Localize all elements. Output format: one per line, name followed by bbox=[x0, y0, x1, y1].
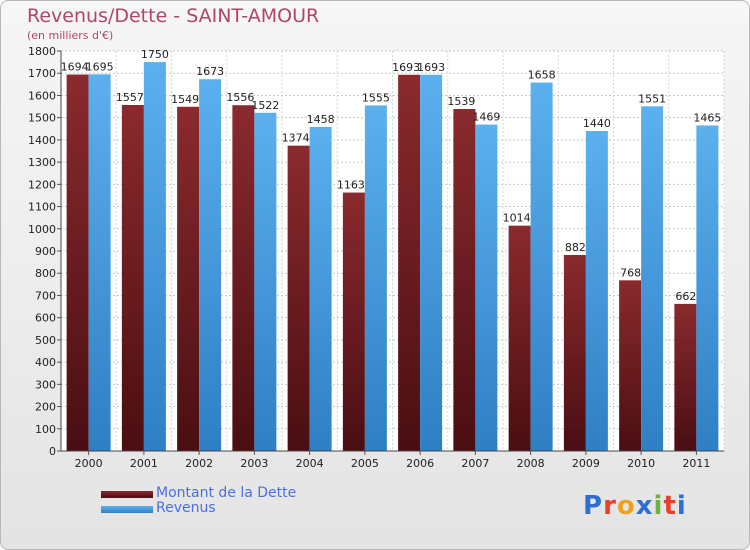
bars bbox=[66, 62, 719, 452]
data-label-dette-2010: 768 bbox=[620, 266, 641, 279]
bar-dette-2002 bbox=[177, 106, 200, 452]
logo-letter: r bbox=[603, 491, 617, 521]
y-tick-label: 600 bbox=[35, 312, 56, 325]
data-label-revenus-2005: 1555 bbox=[362, 91, 390, 104]
y-tick-label: 500 bbox=[35, 334, 56, 347]
y-tick-label: 1700 bbox=[28, 67, 56, 80]
x-tick-label: 2000 bbox=[75, 457, 103, 470]
grid bbox=[60, 50, 725, 452]
data-label-dette-2009: 882 bbox=[565, 241, 586, 254]
x-tick-label: 2004 bbox=[296, 457, 324, 470]
x-tick-label: 2005 bbox=[351, 457, 379, 470]
data-label-dette-2000: 1694 bbox=[61, 61, 89, 74]
bar-revenus-2011 bbox=[696, 125, 719, 451]
bar-dette-2007 bbox=[453, 109, 476, 451]
data-label-dette-2004: 1374 bbox=[282, 132, 310, 145]
legend-swatch-revenus bbox=[101, 506, 153, 513]
bar-revenus-2009 bbox=[585, 131, 608, 451]
bar-revenus-2003 bbox=[254, 112, 277, 452]
x-tick-label: 2002 bbox=[185, 457, 213, 470]
bar-dette-2009 bbox=[563, 255, 586, 451]
logo-letter: P bbox=[583, 491, 604, 521]
bar-revenus-2004 bbox=[309, 127, 332, 451]
y-tick-label: 100 bbox=[35, 423, 56, 436]
data-label-revenus-2001: 1750 bbox=[141, 48, 169, 61]
data-label-revenus-2002: 1673 bbox=[196, 65, 224, 78]
bar-revenus-2005 bbox=[364, 105, 387, 451]
y-tick-label: 200 bbox=[35, 401, 56, 414]
bar-dette-2000 bbox=[66, 74, 89, 452]
bar-revenus-2010 bbox=[641, 106, 664, 451]
logo-letter: i bbox=[653, 491, 664, 521]
proxiti-logo: Proxiti bbox=[583, 491, 687, 521]
bar-dette-2010 bbox=[619, 280, 642, 451]
legend-label-revenus: Revenus bbox=[156, 500, 216, 516]
data-label-dette-2002: 1549 bbox=[171, 93, 199, 106]
x-tick-label: 2009 bbox=[572, 457, 600, 470]
x-tick-label: 2006 bbox=[406, 457, 434, 470]
y-tick-label: 1100 bbox=[28, 201, 56, 214]
x-tick-label: 2001 bbox=[130, 457, 158, 470]
logo-letter: x bbox=[635, 491, 654, 521]
chart-title: Revenus/Dette - SAINT-AMOUR bbox=[27, 5, 320, 27]
logo-letter: i bbox=[676, 491, 687, 521]
data-label-dette-2005: 1163 bbox=[337, 179, 365, 192]
bar-revenus-2008 bbox=[530, 82, 553, 452]
bar-dette-2006 bbox=[398, 74, 421, 452]
y-tick-label: 700 bbox=[35, 289, 56, 302]
y-tick-label: 1200 bbox=[28, 178, 56, 191]
data-label-revenus-2011: 1465 bbox=[693, 111, 721, 124]
data-label-dette-2011: 662 bbox=[675, 290, 696, 303]
data-label-dette-2003: 1556 bbox=[226, 91, 254, 104]
x-tick-label: 2008 bbox=[517, 457, 545, 470]
bar-dette-2008 bbox=[508, 225, 531, 451]
logo-letter: t bbox=[663, 491, 677, 521]
legend-swatch-dette bbox=[101, 491, 153, 498]
data-label-revenus-2006: 1693 bbox=[417, 61, 445, 74]
data-label-revenus-2010: 1551 bbox=[638, 92, 666, 105]
x-tick-label: 2011 bbox=[682, 457, 710, 470]
x-tick-label: 2007 bbox=[461, 457, 489, 470]
data-label-revenus-2008: 1658 bbox=[528, 69, 556, 82]
data-label-dette-2008: 1014 bbox=[503, 212, 531, 225]
y-tick-label: 1300 bbox=[28, 156, 56, 169]
bar-revenus-2001 bbox=[143, 62, 166, 451]
bar-dette-2004 bbox=[287, 145, 310, 451]
y-tick-label: 1400 bbox=[28, 134, 56, 147]
bar-revenus-2006 bbox=[420, 74, 443, 452]
x-tick-label: 2010 bbox=[627, 457, 655, 470]
y-tick-label: 1600 bbox=[28, 89, 56, 102]
y-tick-label: 1500 bbox=[28, 112, 56, 125]
y-tick-label: 800 bbox=[35, 267, 56, 280]
chart-subtitle: (en milliers d'€) bbox=[27, 29, 114, 42]
bar-dette-2005 bbox=[342, 192, 365, 452]
bar-dette-2011 bbox=[674, 303, 697, 451]
bar-revenus-2002 bbox=[199, 79, 222, 451]
data-label-revenus-2009: 1440 bbox=[583, 117, 611, 130]
x-tick-label: 2003 bbox=[240, 457, 268, 470]
y-tick-label: 1800 bbox=[28, 45, 56, 58]
data-label-revenus-2004: 1458 bbox=[307, 113, 335, 126]
axes: 0 100 200 300 400 500 600 700 800 900 1000 1100 1200… bbox=[28, 45, 724, 470]
bar-dette-2003 bbox=[232, 105, 255, 451]
bar-revenus-2000 bbox=[88, 74, 111, 451]
legend-label-dette: Montant de la Dette bbox=[156, 485, 297, 501]
data-label-revenus-2007: 1469 bbox=[472, 111, 500, 124]
y-tick-label: 300 bbox=[35, 378, 56, 391]
bar-dette-2001 bbox=[121, 105, 144, 451]
data-label-revenus-2000: 1695 bbox=[86, 60, 114, 73]
y-tick-label: 1000 bbox=[28, 223, 56, 236]
logo-letter: o bbox=[616, 491, 636, 521]
data-label-dette-2007: 1539 bbox=[447, 95, 475, 108]
data-label-dette-2001: 1557 bbox=[116, 91, 144, 104]
data-label-dette-2006: 1693 bbox=[392, 61, 420, 74]
y-tick-label: 0 bbox=[49, 445, 56, 458]
y-tick-label: 400 bbox=[35, 356, 56, 369]
y-tick-label: 900 bbox=[35, 245, 56, 258]
bar-revenus-2007 bbox=[475, 124, 498, 452]
data-label-revenus-2003: 1522 bbox=[251, 99, 279, 112]
